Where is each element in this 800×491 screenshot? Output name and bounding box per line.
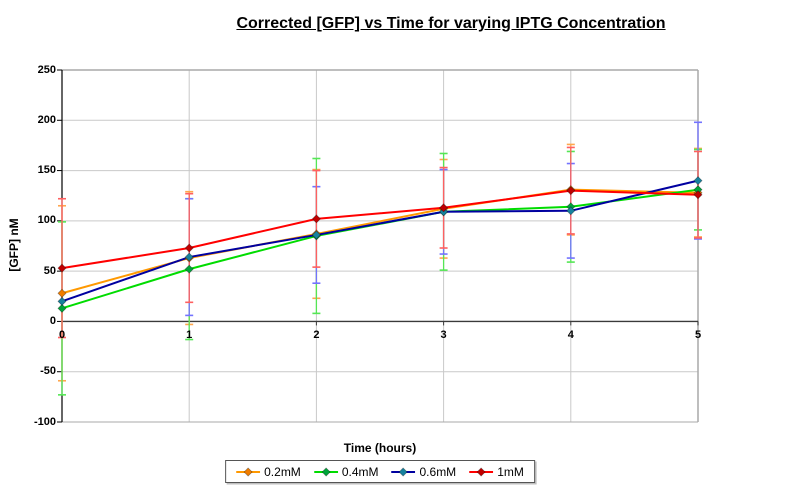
x-tick-label: 5 [694,329,702,342]
x-axis-title: Time (hours) [343,441,417,455]
marker-0.6mM [693,176,703,186]
marker-0.6mM [57,296,67,306]
legend: 0.2mM 0.4mM 0.6mM 1mM [225,460,535,483]
y-tick-label: -100 [33,415,56,428]
y-tick-label: 0 [49,314,56,327]
legend-diamond [321,466,331,477]
legend-marker-0.4mM [313,466,338,477]
series-line-0.4mM [61,188,699,310]
marker-1mM [311,214,321,224]
marker-0.6mM [439,207,449,217]
marker-0.4mM [57,303,67,313]
marker-1mM [439,203,449,213]
legend-marker-0.2mM [236,466,261,477]
y-tick-label: 100 [37,214,56,227]
x-tick-label: 0 [58,329,66,342]
legend-label: 1mM [497,464,524,479]
marker-1mM [57,263,67,273]
y-tick-label: -50 [40,365,56,378]
chart-title: Corrected [GFP] vs Time for varying IPTG… [236,15,666,32]
marker-0.6mM [566,206,576,216]
marker-0.4mM [184,264,194,274]
legend-item-0.6mM: 0.6mM [391,464,457,479]
x-tick-label: 3 [440,329,447,342]
legend-diamond [398,466,409,477]
x-tick-label: 1 [186,329,193,342]
legend-item-0.4mM: 0.4mM [313,464,379,479]
marker-1mM [566,186,576,196]
marker-0.6mM [184,252,194,262]
marker-0.6mM [311,230,321,240]
legend-diamond [476,466,486,477]
x-tick-label: 4 [567,329,574,342]
legend-marker-1mM [469,466,494,477]
series-line-1mM [61,189,699,270]
y-tick-label: 250 [37,63,56,76]
legend-item-1mM: 1mM [469,465,524,479]
legend-diamond [243,466,253,477]
legend-label: 0.4mM [341,464,379,479]
y-tick-label: 150 [37,164,56,177]
legend-item-0.2mM: 0.2mM [236,465,301,479]
x-tick-label: 2 [313,329,320,342]
series-line-0.2mM [61,188,699,295]
legend-label: 0.2mM [264,464,301,479]
marker-0.2mM [57,288,67,298]
marker-1mM [693,190,703,200]
marker-1mM [184,243,194,253]
y-tick-label: 50 [43,264,56,277]
series-line-0.6mM [61,179,699,303]
y-tick-label: 200 [37,113,56,126]
legend-label: 0.6mM [419,464,457,479]
legend-marker-0.6mM [391,466,416,477]
